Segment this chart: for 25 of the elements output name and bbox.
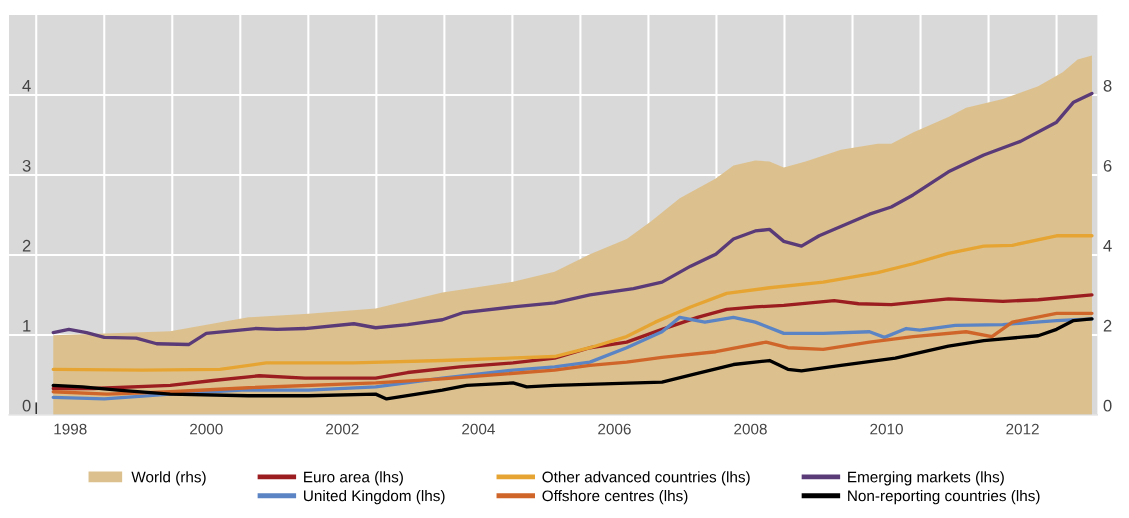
y-tick-label: 4 bbox=[22, 80, 31, 92]
y2-tick-label: 6 bbox=[1103, 159, 1112, 172]
legend-label: World (rhs) bbox=[131, 471, 206, 486]
y-tick-label: 2 bbox=[22, 239, 31, 252]
y2-tick-label: 4 bbox=[1103, 240, 1112, 252]
x-tick-label: 2008 bbox=[734, 423, 767, 435]
legend-label: Emerging markets (lhs) bbox=[848, 471, 1004, 486]
x-tick-label: 2000 bbox=[190, 423, 223, 435]
x-tick-label: 2006 bbox=[598, 423, 631, 435]
y2-tick-label: 8 bbox=[1103, 79, 1112, 92]
y-tick-label: 0 bbox=[22, 399, 31, 412]
legend-label: United Kingdom (lhs) bbox=[304, 490, 445, 505]
legend-label: Offshore centres (lhs) bbox=[542, 490, 688, 505]
y-tick-label: 3 bbox=[22, 159, 31, 172]
y2-tick-label: 2 bbox=[1103, 319, 1112, 332]
x-tick-label: 2012 bbox=[1006, 423, 1039, 435]
legend-label: Other advanced countries (lhs) bbox=[542, 471, 750, 486]
x-tick-label: 2002 bbox=[326, 423, 359, 435]
x-tick-label: 2010 bbox=[870, 423, 903, 435]
y-tick-label: 1 bbox=[23, 320, 31, 332]
y2-tick-label: 0 bbox=[1103, 399, 1112, 412]
legend-label: Non-reporting countries (lhs) bbox=[848, 490, 1040, 505]
legend-label: Euro area (lhs) bbox=[304, 471, 403, 486]
x-tick-label: 2004 bbox=[462, 423, 495, 435]
x-tick-label: 1998 bbox=[54, 423, 87, 435]
